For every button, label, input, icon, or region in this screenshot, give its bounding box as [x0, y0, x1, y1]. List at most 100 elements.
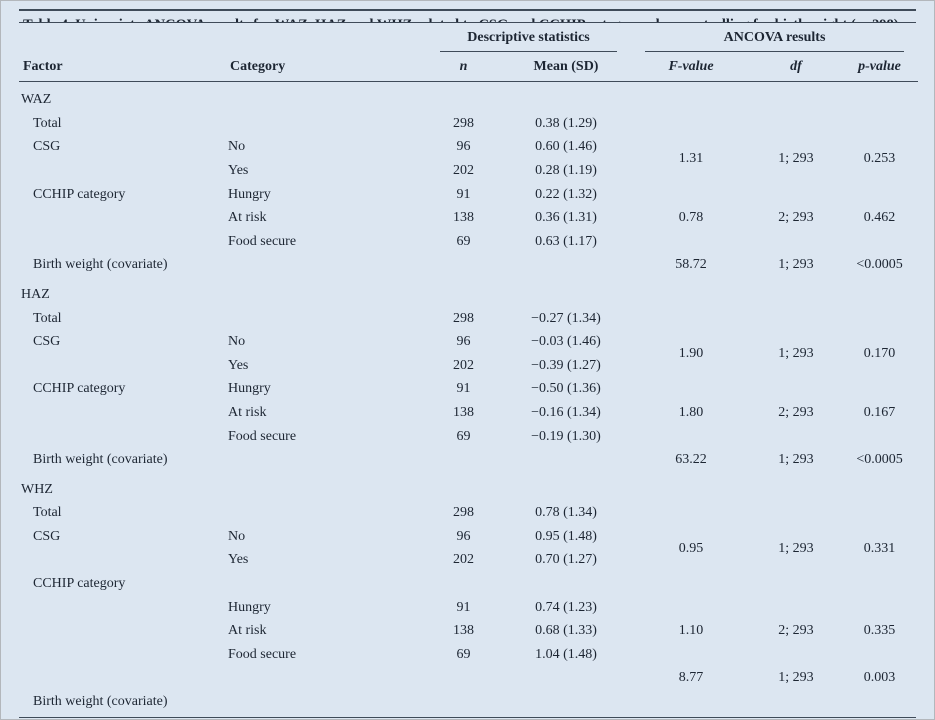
- table-cell: Hungry: [228, 599, 271, 615]
- column-header-p-value: p-value: [841, 53, 919, 83]
- table-cell: Food secure: [228, 233, 297, 249]
- table-row: Food secure 69 0.63 (1.17): [19, 230, 918, 254]
- table-cell: Total: [33, 505, 62, 521]
- table-cell: 298: [453, 310, 474, 326]
- table-cell: Birth weight (covariate): [33, 257, 168, 273]
- table-cell: 1.31: [678, 151, 704, 167]
- table-title: Table 4. Univariate ANCOVA results for W…: [19, 9, 916, 23]
- table-cell: Hungry: [228, 381, 271, 397]
- table-cell: [226, 501, 426, 525]
- table-cell: 1; 293: [778, 452, 814, 468]
- table-cell: −0.27 (1.34): [531, 310, 601, 326]
- group-header-ancova-label: ANCOVA results: [645, 28, 905, 52]
- table-cell: [19, 643, 226, 667]
- table-cell: 298: [453, 505, 474, 521]
- table-cell: 1; 293: [778, 345, 814, 361]
- table-row: Birth weight (covariate): [19, 690, 918, 714]
- table-row: 8.77 1; 293 0.003: [19, 666, 918, 690]
- table-row: CSG No 96 0.60 (1.46) 1.31 1; 293 0.253: [19, 135, 918, 166]
- table-row: CSG No 96 −0.03 (1.46) 1.90 1; 293 0.170: [19, 330, 918, 361]
- table-cell: [19, 666, 631, 690]
- table-cell: 0.28 (1.19): [535, 162, 597, 178]
- column-header-mean-sd: Mean (SD): [501, 53, 631, 83]
- table-cell: 1; 293: [778, 670, 814, 686]
- table-cell: CCHIP category: [33, 381, 126, 397]
- table-cell: 0.003: [863, 670, 896, 686]
- table-cell: 91: [456, 381, 471, 397]
- table-row: At risk 138 0.68 (1.33): [19, 619, 918, 643]
- table-cell: Total: [33, 115, 62, 131]
- table-row: Total 298 −0.27 (1.34): [19, 307, 918, 331]
- table-cell: [19, 401, 226, 425]
- table-cell: −0.19 (1.30): [531, 428, 601, 444]
- column-header-factor: Factor: [19, 53, 226, 83]
- table-row: At risk 138 0.36 (1.31): [19, 206, 918, 230]
- table-cell: 63.22: [675, 452, 707, 468]
- table-cell: [226, 307, 426, 331]
- table-cell: −0.03 (1.46): [531, 334, 601, 350]
- section-row: WHZ: [19, 472, 918, 502]
- table-cell: 0.95: [678, 540, 704, 556]
- table-cell: Birth weight (covariate): [33, 452, 168, 468]
- table-cell: 138: [453, 404, 474, 420]
- table-cell: [19, 548, 226, 572]
- table-cell: 8.77: [678, 670, 704, 686]
- table-row: Yes 202 −0.39 (1.27): [19, 354, 918, 378]
- table-cell: [19, 354, 226, 378]
- table-cell: 1.10: [678, 623, 704, 639]
- table-cell: [19, 425, 226, 449]
- table-cell: 0.68 (1.33): [535, 623, 597, 639]
- table-cell: 0.74 (1.23): [535, 599, 597, 615]
- table-row: Food secure 69 −0.19 (1.30): [19, 425, 918, 449]
- table-cell: [19, 159, 226, 183]
- table-cell: <0.0005: [856, 257, 903, 273]
- table-row: Yes 202 0.28 (1.19): [19, 159, 918, 183]
- table-row: At risk 138 −0.16 (1.34): [19, 401, 918, 425]
- table-cell: 0.167: [863, 404, 896, 420]
- table-cell: 138: [453, 210, 474, 226]
- table-cell: 1.04 (1.48): [535, 646, 597, 662]
- table-cell: [226, 112, 426, 136]
- table-cell: 69: [456, 428, 471, 444]
- table-cell: 1; 293: [778, 151, 814, 167]
- column-header-category: Category: [226, 53, 426, 83]
- table-cell: CSG: [33, 139, 61, 155]
- table-cell: HAZ: [21, 286, 50, 302]
- column-header-f-value: F-value: [631, 53, 751, 83]
- table-cell: Yes: [228, 552, 249, 568]
- table-row: Total 298 0.38 (1.29): [19, 112, 918, 136]
- table-cell: 0.78 (1.34): [535, 505, 597, 521]
- table-cell: 2; 293: [778, 623, 814, 639]
- table-cell: 0.253: [863, 151, 896, 167]
- table-cell: Hungry: [228, 186, 271, 202]
- table-cell: [19, 230, 226, 254]
- table-cell: 0.60 (1.46): [535, 139, 597, 155]
- table-body: WAZ Total 298 0.38 (1.29) CSG No 96 0.60 (1.46)…: [19, 82, 918, 714]
- column-header-n: n: [426, 53, 501, 83]
- group-header-descriptive-label: Descriptive statistics: [440, 28, 617, 52]
- table-cell: 1; 293: [778, 540, 814, 556]
- table-row: CCHIP category Hungry 91 0.22 (1.32) 0.78 2; …: [19, 183, 918, 226]
- table-cell: 2; 293: [778, 210, 814, 226]
- table-cell: No: [228, 528, 246, 544]
- table-row: Food secure 69 1.04 (1.48): [19, 643, 918, 667]
- table-cell: −0.39 (1.27): [531, 357, 601, 373]
- table-cell: 202: [453, 162, 474, 178]
- table-cell: 0.170: [863, 345, 896, 361]
- section-row: WAZ: [19, 82, 918, 112]
- table-cell: Yes: [228, 162, 249, 178]
- column-header-df: df: [751, 53, 841, 83]
- table-cell: [19, 596, 226, 620]
- table-row: CSG No 96 0.95 (1.48) 0.95 1; 293 0.331: [19, 525, 918, 556]
- table-cell: 202: [453, 552, 474, 568]
- table-cell: 69: [456, 646, 471, 662]
- table-cell: Food secure: [228, 428, 297, 444]
- table-cell: Birth weight (covariate): [33, 694, 168, 710]
- table-cell: 0.331: [863, 540, 896, 556]
- table-row: Total 298 0.78 (1.34): [19, 501, 918, 525]
- table-cell: <0.0005: [856, 452, 903, 468]
- table-cell: Food secure: [228, 646, 297, 662]
- group-header-ancova: ANCOVA results: [631, 23, 918, 54]
- table-cell: 0.63 (1.17): [535, 233, 597, 249]
